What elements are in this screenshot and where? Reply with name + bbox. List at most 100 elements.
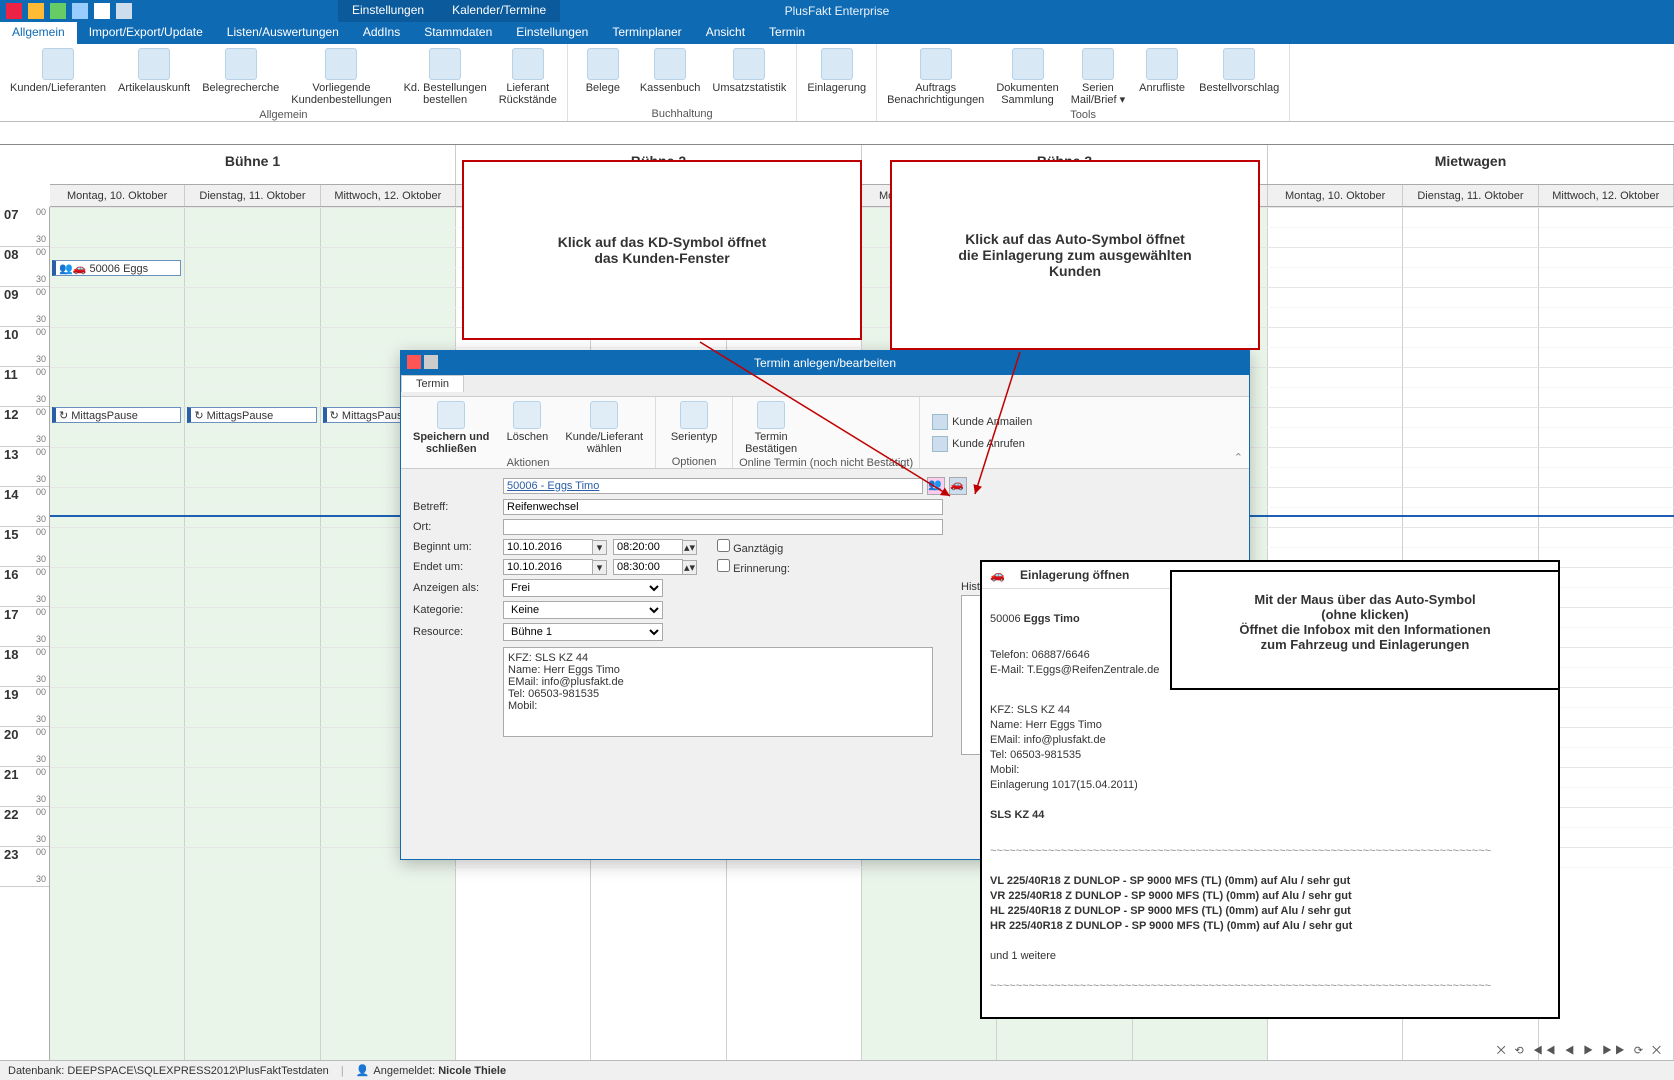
ribbon-button[interactable]: Auftrags Benachrichtigungen <box>881 46 990 108</box>
hour-cell: 090030 <box>0 287 49 327</box>
ribbon-icon <box>225 48 257 80</box>
ribbon-tab[interactable]: Stammdaten <box>412 22 504 44</box>
hour-cell: 190030 <box>0 687 49 727</box>
ribbon-context-tabs: Einstellungen Kalender/Termine <box>338 0 560 22</box>
hour-cell: 080030 <box>0 247 49 287</box>
ribbon-icon <box>1082 48 1114 80</box>
betreff-input[interactable] <box>503 499 943 515</box>
dialog-tab[interactable]: Termin <box>401 375 464 392</box>
ort-input[interactable] <box>503 519 943 535</box>
ribbon-tab[interactable]: Listen/Auswertungen <box>215 22 351 44</box>
ribbon-button[interactable]: Bestellvorschlag <box>1193 46 1285 108</box>
qat-icon[interactable] <box>72 3 88 19</box>
ribbon-button[interactable]: Serien Mail/Brief ▾ <box>1065 46 1131 108</box>
day-header-cell[interactable]: Mittwoch, 12. Oktober <box>1539 185 1674 206</box>
callout-hover: Mit der Maus über das Auto-Symbol (ohne … <box>1170 570 1560 690</box>
day-header: Montag, 10. OktoberDienstag, 11. Oktober… <box>50 185 1674 207</box>
car-icon-button[interactable]: 🚗 <box>949 477 967 495</box>
hour-cell: 200030 <box>0 727 49 767</box>
ribbon-button[interactable]: Vorliegende Kundenbestellungen <box>285 46 397 108</box>
qat-icon[interactable] <box>50 3 66 19</box>
grid-column[interactable] <box>185 207 320 1060</box>
day-header-cell[interactable]: Dienstag, 11. Oktober <box>1403 185 1538 206</box>
qat-icon[interactable] <box>28 3 44 19</box>
qat-icon[interactable] <box>94 3 110 19</box>
infobox-more: und 1 weitere <box>990 949 1550 964</box>
app-title: PlusFakt Enterprise <box>785 4 890 18</box>
ribbon-button[interactable]: Kunden/Lieferanten <box>4 46 112 108</box>
ribbon-button[interactable]: Dokumenten Sammlung <box>990 46 1064 108</box>
infobox-title: Einlagerung öffnen <box>1020 568 1129 582</box>
appointment[interactable]: 👥🚗 50006 Eggs <box>52 260 181 276</box>
scheduler-nav[interactable]: ⨉ ⟲ ◀◀ ◀ ▶ ▶▶ ⟳ ⨉ <box>1497 1044 1664 1058</box>
info-textbox[interactable]: KFZ: SLS KZ 44 Name: Herr Eggs Timo EMai… <box>503 647 933 737</box>
infobox-name: 50006 50006 Eggs TimoEggs Timo <box>990 613 1080 625</box>
ribbon-tab[interactable]: Allgemein <box>0 22 77 44</box>
label-ort: Ort: <box>413 521 503 533</box>
ribbon-button[interactable]: Belegrecherche <box>196 46 285 108</box>
ribbon-icon <box>920 48 952 80</box>
day-header-cell[interactable]: Montag, 10. Oktober <box>1268 185 1403 206</box>
ribbon-icon <box>325 48 357 80</box>
qat-icon[interactable] <box>116 3 132 19</box>
allday-checkbox[interactable] <box>717 539 730 552</box>
dialog-side-button[interactable]: Kunde Anrufen <box>928 433 1036 455</box>
hour-cell: 120030 <box>0 407 49 447</box>
dialog-ribbon-button[interactable]: Serientyp <box>662 399 726 456</box>
dialog-titlebar: Termin anlegen/bearbeiten <box>401 351 1249 375</box>
dialog-tabstrip: Termin <box>401 375 1249 397</box>
date-start[interactable] <box>503 539 593 555</box>
time-column: 0700300800300900301000301100301200301300… <box>0 207 50 1060</box>
ribbon-button[interactable]: Umsatzstatistik <box>706 46 792 107</box>
ribbon-tab[interactable]: AddIns <box>351 22 412 44</box>
hour-cell: 130030 <box>0 447 49 487</box>
quick-access-toolbar: PlusFakt Enterprise <box>0 0 1674 22</box>
callout-kd: Klick auf das KD-Symbol öffnet das Kunde… <box>462 160 862 340</box>
ribbon-button[interactable]: Belege <box>572 46 634 107</box>
time-start[interactable] <box>613 539 683 555</box>
day-header-cell[interactable]: Mittwoch, 12. Oktober <box>321 185 456 206</box>
date-end[interactable] <box>503 559 593 575</box>
reminder-checkbox[interactable] <box>717 559 730 572</box>
showas-select[interactable]: Frei <box>503 579 663 597</box>
day-header-cell[interactable]: Dienstag, 11. Oktober <box>185 185 320 206</box>
ribbon-button[interactable]: Kassenbuch <box>634 46 707 107</box>
resource-header-cell: Mietwagen <box>1268 145 1674 184</box>
ribbon-tab[interactable]: Import/Export/Update <box>77 22 215 44</box>
ribbon-icon <box>587 48 619 80</box>
status-user: Nicole Thiele <box>438 1065 506 1077</box>
infobox-tires: VL 225/40R18 Z DUNLOP - SP 9000 MFS (TL)… <box>990 874 1550 934</box>
dialog-ribbon-button[interactable]: Kunde/Lieferant wählen <box>559 399 649 457</box>
time-end[interactable] <box>613 559 683 575</box>
ribbon-button[interactable]: Anrufliste <box>1131 46 1193 108</box>
dialog-side-button[interactable]: Kunde Anmailen <box>928 411 1036 433</box>
customer-icon-button[interactable]: 👥 <box>927 477 945 495</box>
resource-select[interactable]: Bühne 1 <box>503 623 663 641</box>
dialog-ribbon-button[interactable]: Speichern und schließen <box>407 399 495 457</box>
ribbon-tab[interactable]: Einstellungen <box>504 22 600 44</box>
appointment[interactable]: ↻ MittagsPause <box>187 407 316 423</box>
customer-input[interactable] <box>503 478 923 494</box>
category-select[interactable]: Keine <box>503 601 663 619</box>
dialog-ribbon-button[interactable]: Löschen <box>495 399 559 457</box>
ribbon-tab[interactable]: Ansicht <box>694 22 757 44</box>
ribbon-tab[interactable]: Terminplaner <box>600 22 693 44</box>
grid-column[interactable] <box>50 207 185 1060</box>
hour-cell: 150030 <box>0 527 49 567</box>
appointment[interactable]: ↻ MittagsPause <box>52 407 181 423</box>
dialog-ribbon-button[interactable]: Termin Bestätigen <box>739 399 803 457</box>
context-tab[interactable]: Kalender/Termine <box>438 0 560 22</box>
ribbon-button[interactable]: Artikelauskunft <box>112 46 196 108</box>
ribbon-tab[interactable]: Termin <box>757 22 817 44</box>
context-tab[interactable]: Einstellungen <box>338 0 438 22</box>
day-header-cell[interactable]: Montag, 10. Oktober <box>50 185 185 206</box>
ribbon-icon <box>733 48 765 80</box>
hour-cell: 140030 <box>0 487 49 527</box>
ribbon-icon <box>42 48 74 80</box>
ribbon-tabs: AllgemeinImport/Export/UpdateListen/Ausw… <box>0 22 1674 44</box>
ribbon-button[interactable]: Einlagerung <box>801 46 872 119</box>
ribbon-button[interactable]: Kd. Bestellungen bestellen <box>398 46 493 108</box>
ribbon-button[interactable]: Lieferant Rückstände <box>493 46 563 108</box>
qat-icon[interactable] <box>6 3 22 19</box>
label-kategorie: Kategorie: <box>413 604 503 616</box>
